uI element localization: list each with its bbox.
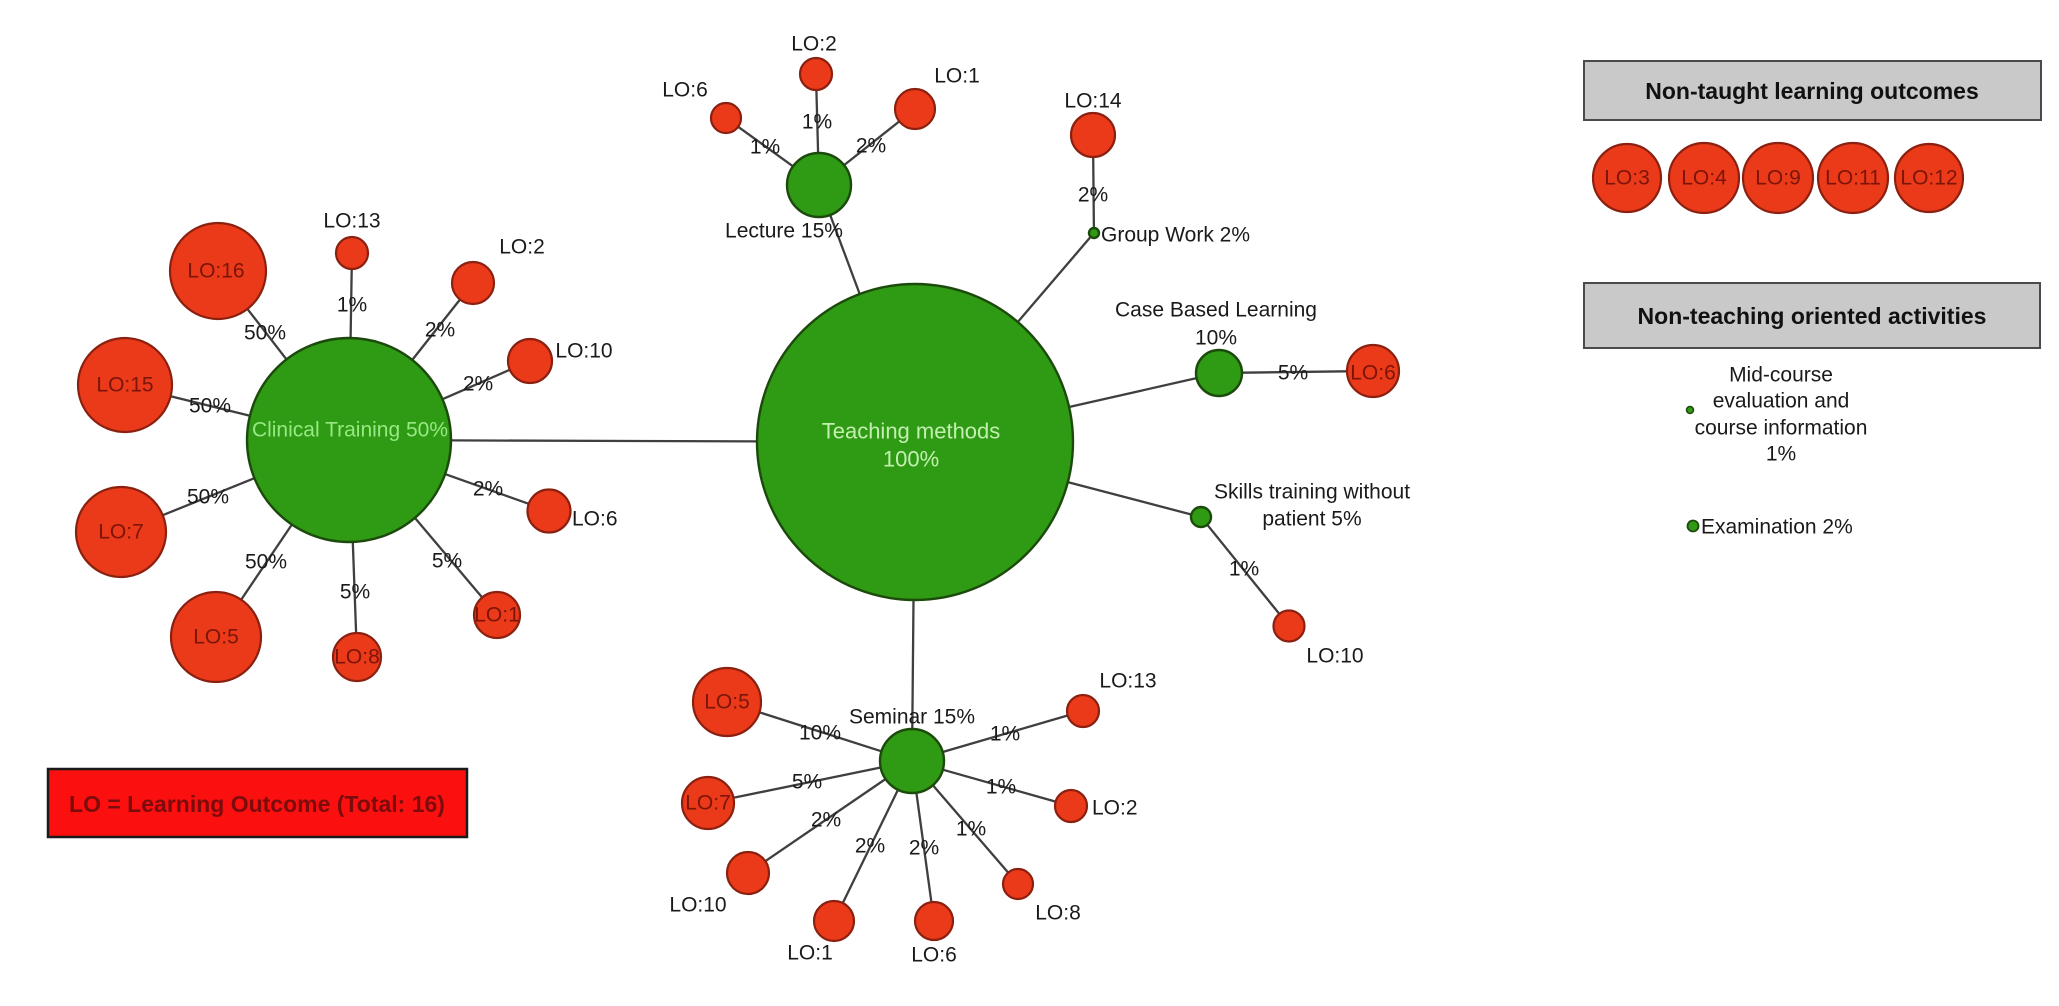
svg-text:LO:1: LO:1 — [474, 604, 520, 627]
svg-text:2%: 2% — [856, 135, 886, 158]
svg-text:50%: 50% — [187, 486, 229, 509]
svg-text:Clinical Training 50%: Clinical Training 50% — [252, 419, 448, 442]
svg-text:LO:13: LO:13 — [323, 210, 380, 233]
svg-text:Case Based Learning: Case Based Learning — [1115, 299, 1317, 322]
svg-text:LO:4: LO:4 — [1681, 167, 1727, 190]
svg-text:LO:14: LO:14 — [1064, 90, 1122, 113]
svg-text:LO:5: LO:5 — [704, 691, 750, 714]
svg-text:LO:10: LO:10 — [1306, 645, 1363, 668]
svg-text:Examination 2%: Examination 2% — [1701, 516, 1853, 539]
svg-text:LO:5: LO:5 — [193, 626, 239, 649]
svg-text:5%: 5% — [432, 550, 462, 573]
svg-text:1%: 1% — [1229, 558, 1259, 581]
svg-text:Mid-course: Mid-course — [1729, 364, 1833, 387]
svg-text:LO:7: LO:7 — [685, 792, 731, 815]
svg-text:1%: 1% — [750, 136, 780, 159]
svg-text:LO:6: LO:6 — [911, 944, 957, 967]
svg-text:LO:15: LO:15 — [96, 374, 153, 397]
svg-text:2%: 2% — [909, 837, 939, 860]
svg-text:LO:13: LO:13 — [1099, 670, 1156, 693]
svg-text:LO:16: LO:16 — [187, 260, 244, 283]
svg-text:100%: 100% — [883, 447, 939, 472]
svg-text:1%: 1% — [802, 111, 832, 134]
svg-text:2%: 2% — [855, 835, 885, 858]
svg-text:5%: 5% — [340, 581, 370, 604]
svg-text:LO:1: LO:1 — [787, 942, 833, 965]
svg-text:2%: 2% — [811, 809, 841, 832]
svg-text:LO:7: LO:7 — [98, 521, 144, 544]
svg-text:1%: 1% — [337, 294, 367, 317]
svg-text:1%: 1% — [986, 776, 1016, 799]
svg-text:Teaching methods: Teaching methods — [822, 419, 1001, 444]
svg-text:2%: 2% — [1078, 184, 1108, 207]
svg-text:LO:6: LO:6 — [1350, 362, 1396, 385]
svg-text:course information: course information — [1695, 417, 1868, 440]
svg-text:Group Work 2%: Group Work 2% — [1101, 224, 1250, 247]
svg-text:LO:3: LO:3 — [1604, 167, 1650, 190]
svg-text:LO:10: LO:10 — [555, 340, 612, 363]
svg-text:patient 5%: patient 5% — [1262, 508, 1361, 531]
svg-text:Non-taught learning outcomes: Non-taught learning outcomes — [1645, 78, 1979, 104]
svg-text:50%: 50% — [189, 395, 231, 418]
svg-text:LO:2: LO:2 — [1092, 797, 1138, 820]
svg-text:LO:12: LO:12 — [1900, 167, 1957, 190]
svg-text:LO:11: LO:11 — [1825, 167, 1881, 190]
svg-text:2%: 2% — [473, 478, 503, 501]
svg-text:1%: 1% — [1766, 443, 1796, 466]
svg-text:2%: 2% — [425, 319, 455, 342]
svg-text:1%: 1% — [956, 818, 986, 841]
svg-text:5%: 5% — [792, 771, 822, 794]
svg-text:LO:9: LO:9 — [1755, 167, 1801, 190]
svg-text:Non-teaching oriented activiti: Non-teaching oriented activities — [1638, 303, 1987, 329]
svg-text:50%: 50% — [245, 551, 287, 574]
svg-text:LO:1: LO:1 — [934, 65, 980, 88]
svg-text:LO:6: LO:6 — [572, 508, 618, 531]
svg-text:evaluation and: evaluation and — [1713, 390, 1850, 413]
svg-text:LO:8: LO:8 — [334, 646, 380, 669]
svg-text:Lecture 15%: Lecture 15% — [725, 220, 843, 243]
svg-text:LO:2: LO:2 — [499, 236, 545, 259]
svg-text:Seminar 15%: Seminar 15% — [849, 706, 975, 729]
svg-text:LO:2: LO:2 — [791, 33, 837, 56]
svg-text:10%: 10% — [799, 722, 841, 745]
svg-text:LO:6: LO:6 — [662, 79, 708, 102]
svg-text:2%: 2% — [463, 373, 493, 396]
svg-text:50%: 50% — [244, 322, 286, 345]
svg-text:Skills training without: Skills training without — [1214, 481, 1410, 504]
svg-text:10%: 10% — [1195, 327, 1237, 350]
svg-text:LO = Learning Outcome (Total:: LO = Learning Outcome (Total: 16) — [69, 791, 445, 817]
svg-text:1%: 1% — [990, 723, 1020, 746]
svg-text:LO:10: LO:10 — [669, 894, 726, 917]
svg-text:5%: 5% — [1278, 362, 1308, 385]
svg-text:LO:8: LO:8 — [1035, 902, 1081, 925]
